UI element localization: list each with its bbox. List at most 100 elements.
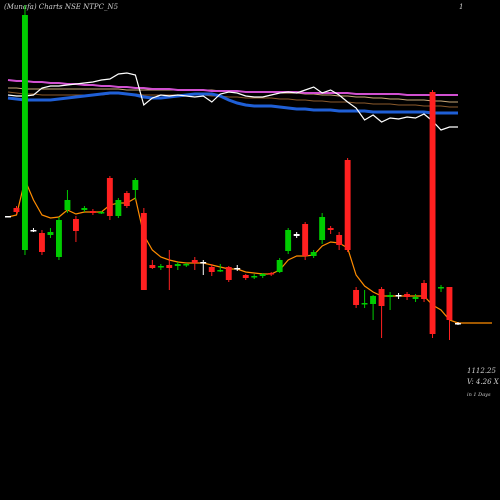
- candle: [200, 260, 207, 275]
- candle: [140, 208, 147, 290]
- candle-body: [285, 230, 292, 251]
- candle: [30, 228, 37, 232]
- candle: [132, 178, 139, 200]
- candle: [293, 232, 300, 238]
- candle: [327, 226, 334, 234]
- candle: [56, 217, 62, 260]
- candle-body: [208, 267, 215, 272]
- candle-body: [5, 216, 11, 218]
- candle: [285, 228, 292, 254]
- candle-body: [191, 260, 198, 263]
- candle: [5, 216, 11, 218]
- candle: [310, 250, 317, 258]
- candle: [22, 5, 28, 255]
- candle-body: [149, 265, 156, 268]
- candle-body: [123, 193, 130, 206]
- candle: [429, 90, 436, 338]
- candle: [208, 264, 215, 276]
- candles-layer: [5, 5, 461, 340]
- moving-averages-layer: [7, 72, 492, 324]
- candle-body: [276, 260, 283, 272]
- candle-body: [106, 178, 113, 216]
- candle: [234, 265, 241, 271]
- candle-body: [217, 270, 224, 272]
- candle-body: [268, 273, 275, 275]
- candle-body: [429, 92, 436, 334]
- candle: [353, 287, 359, 308]
- candle: [412, 294, 419, 302]
- candle: [319, 213, 326, 244]
- candle: [183, 263, 190, 267]
- candle-body: [140, 213, 147, 290]
- candle-body: [200, 262, 207, 264]
- candle: [81, 206, 88, 212]
- candle-body: [387, 295, 393, 297]
- candle-body: [319, 217, 326, 240]
- chart-title: (Munafa) Charts NSE NTPC_N5: [4, 3, 119, 11]
- last-price-label: 1112.25: [467, 367, 496, 375]
- candle-body: [13, 208, 20, 212]
- candle: [446, 287, 453, 340]
- candle: [344, 158, 351, 252]
- candle-body: [438, 287, 444, 289]
- candle-body: [73, 219, 79, 231]
- candle-body: [81, 208, 88, 210]
- candle-body: [56, 220, 62, 257]
- candle-body: [39, 233, 45, 252]
- candle: [98, 211, 105, 214]
- candle-body: [412, 297, 419, 299]
- ma-blue-line: [7, 91, 458, 115]
- candle: [387, 292, 393, 310]
- candle-body: [64, 200, 71, 210]
- candle-body: [115, 200, 122, 216]
- candle: [395, 293, 402, 299]
- volume-label: V: 4.26 X: [467, 378, 500, 386]
- candle: [115, 198, 122, 218]
- candle: [361, 290, 368, 308]
- candle: [378, 287, 385, 338]
- candle-body: [225, 267, 232, 280]
- candle-body: [132, 180, 139, 190]
- candle-body: [47, 232, 54, 235]
- candle: [225, 266, 232, 282]
- candle-body: [344, 160, 351, 250]
- candle-body: [98, 212, 105, 214]
- candle-body: [183, 264, 190, 266]
- candle-body: [327, 228, 334, 230]
- candle-body: [174, 264, 181, 266]
- candle: [73, 216, 79, 242]
- candle-body: [310, 252, 317, 256]
- candle-body: [242, 275, 249, 278]
- candle: [404, 292, 410, 300]
- candle: [13, 206, 20, 214]
- candle-body: [22, 15, 28, 250]
- candle: [302, 222, 309, 260]
- ma-magenta-line: [7, 79, 458, 96]
- candle: [64, 190, 71, 213]
- candle-body: [259, 274, 266, 276]
- candle-body: [446, 287, 453, 320]
- candle-body: [361, 303, 368, 305]
- candle: [174, 262, 181, 270]
- candle-body: [404, 294, 410, 297]
- candle: [268, 272, 275, 276]
- candle-body: [353, 290, 359, 305]
- candle-body: [378, 289, 385, 306]
- candle: [39, 230, 45, 255]
- candle: [217, 264, 224, 272]
- candle: [157, 264, 164, 270]
- candle-body: [395, 295, 402, 297]
- candle-body: [30, 230, 37, 232]
- candle: [251, 274, 258, 279]
- candle-body: [336, 235, 343, 245]
- candle-body: [89, 211, 96, 213]
- candle: [191, 257, 198, 270]
- candle: [89, 209, 96, 215]
- candle-body: [251, 276, 258, 278]
- candle: [106, 176, 113, 220]
- candle-body: [421, 283, 427, 299]
- candle: [242, 274, 249, 280]
- candle-body: [293, 234, 300, 236]
- indicator-line: [7, 72, 458, 131]
